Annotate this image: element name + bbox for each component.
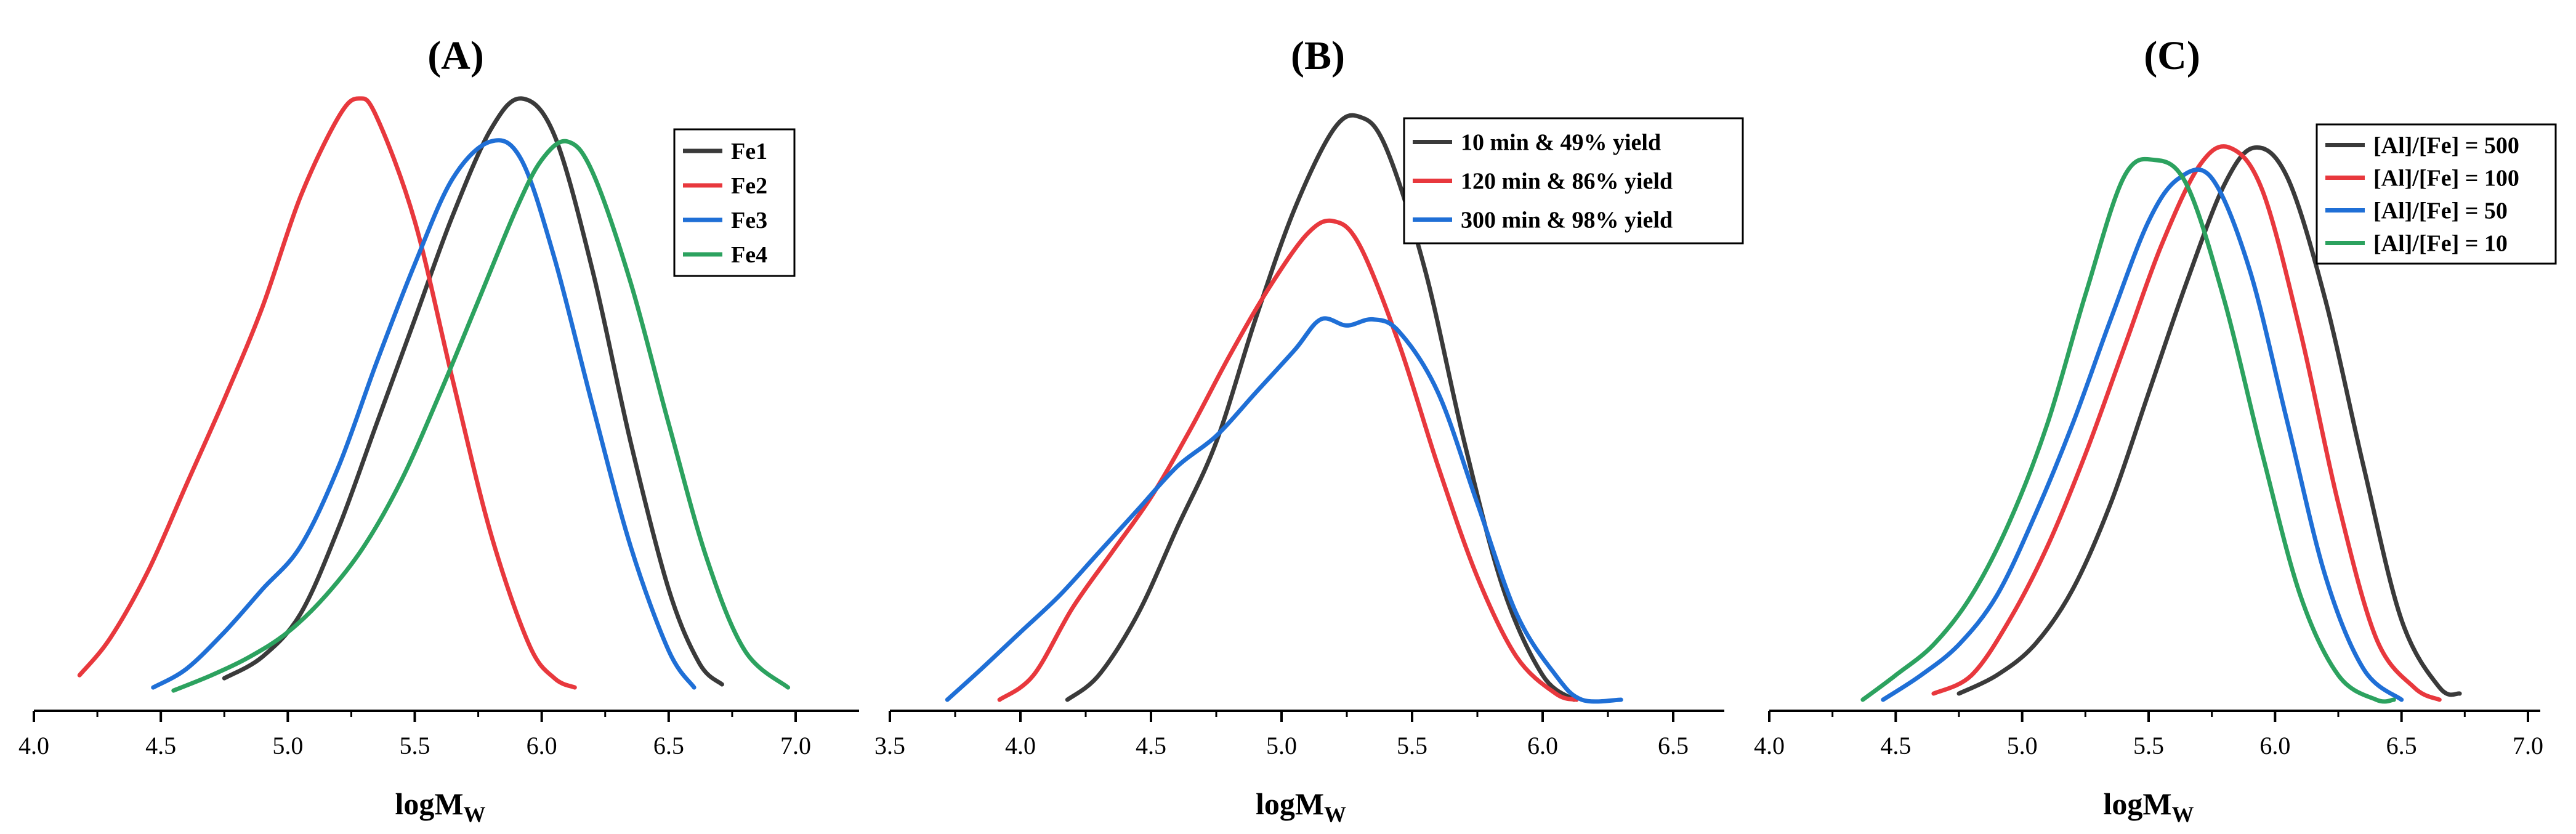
legend-label: Fe1 — [731, 139, 767, 164]
legend-label: Fe3 — [731, 208, 767, 233]
x-tick-label: 6.5 — [1658, 732, 1689, 759]
x-tick-label: 3.5 — [874, 732, 905, 759]
series-line-1 — [222, 96, 724, 687]
x-tick-label: 7.0 — [2513, 732, 2543, 759]
legend-label: 300 min & 98% yield — [1461, 208, 1673, 233]
series-line-4 — [171, 139, 791, 693]
legend-label: [Al]/[Fe] = 500 — [2373, 133, 2519, 159]
x-tick-label: 6.5 — [653, 732, 684, 759]
series-line-3 — [945, 316, 1623, 704]
panel-title: (B) — [1291, 33, 1345, 78]
series-line-2 — [1931, 144, 2442, 702]
x-axis-label: logMW — [2103, 787, 2194, 827]
x-tick-label: 4.0 — [1005, 732, 1036, 759]
x-tick-label: 5.5 — [2133, 732, 2164, 759]
legend-label: Fe2 — [731, 173, 767, 199]
series-line-4 — [1860, 156, 2396, 704]
x-axis-label-main: logM — [395, 787, 463, 821]
x-tick-label: 5.5 — [400, 732, 430, 759]
panel-title: (C) — [2144, 33, 2200, 78]
x-axis-label: logMW — [1256, 787, 1346, 827]
x-tick-label: 7.0 — [780, 732, 811, 759]
series-line-1 — [1956, 145, 2462, 697]
x-axis-label-main: logM — [2103, 787, 2171, 821]
legend-label: [Al]/[Fe] = 10 — [2373, 231, 2508, 257]
x-tick-label: 6.0 — [1527, 732, 1558, 759]
legend-label: 10 min & 49% yield — [1461, 130, 1661, 156]
x-tick-label: 6.5 — [2386, 732, 2417, 759]
panel-b: (B) 3.5 4.0 4.5 5.0 5.5 6.0 6.5 logMW 10 min & 49… — [874, 33, 1744, 827]
panel-title: (A) — [427, 33, 484, 78]
x-tick-label: 5.0 — [2007, 732, 2038, 759]
x-axis-label-main: logM — [1256, 787, 1324, 821]
legend-label: [Al]/[Fe] = 100 — [2373, 166, 2519, 192]
legend-box — [673, 128, 796, 277]
x-tick-label: 6.0 — [2259, 732, 2290, 759]
x-tick-label: 5.0 — [272, 732, 303, 759]
x-tick-label: 4.0 — [18, 732, 49, 759]
series-line-2 — [77, 96, 577, 690]
x-tick-label: 6.0 — [527, 732, 557, 759]
x-axis-label-subscript: W — [2172, 802, 2194, 827]
legend-label: [Al]/[Fe] = 50 — [2373, 198, 2508, 224]
series-line-3 — [1881, 167, 2404, 702]
panel-c: (C) 4.0 4.5 5.0 5.5 6.0 6.5 7.0 logMW [Al]/[Fe] =… — [1754, 33, 2557, 827]
x-tick-label: 4.5 — [145, 732, 176, 759]
x-tick-label: 5.5 — [1397, 732, 1427, 759]
x-tick-label: 4.5 — [1880, 732, 1911, 759]
panel-a: (A) 4.0 4.5 5.0 5.5 6.0 6.5 7.0 logMW Fe1 Fe2 Fe3 Fe… — [18, 33, 859, 827]
x-axis-label-subscript: W — [1324, 802, 1346, 827]
x-tick-label: 4.5 — [1136, 732, 1166, 759]
x-tick-label: 5.0 — [1266, 732, 1297, 759]
x-tick-label: 4.0 — [1754, 732, 1785, 759]
legend-label: 120 min & 86% yield — [1461, 169, 1673, 195]
x-axis-label-subscript: W — [464, 802, 486, 827]
series-line-3 — [151, 138, 696, 690]
legend-box — [2316, 123, 2557, 265]
legend-box — [1403, 117, 1744, 245]
x-axis-label: logMW — [395, 787, 485, 827]
series-line-2 — [997, 218, 1579, 702]
legend-label: Fe4 — [731, 242, 767, 268]
